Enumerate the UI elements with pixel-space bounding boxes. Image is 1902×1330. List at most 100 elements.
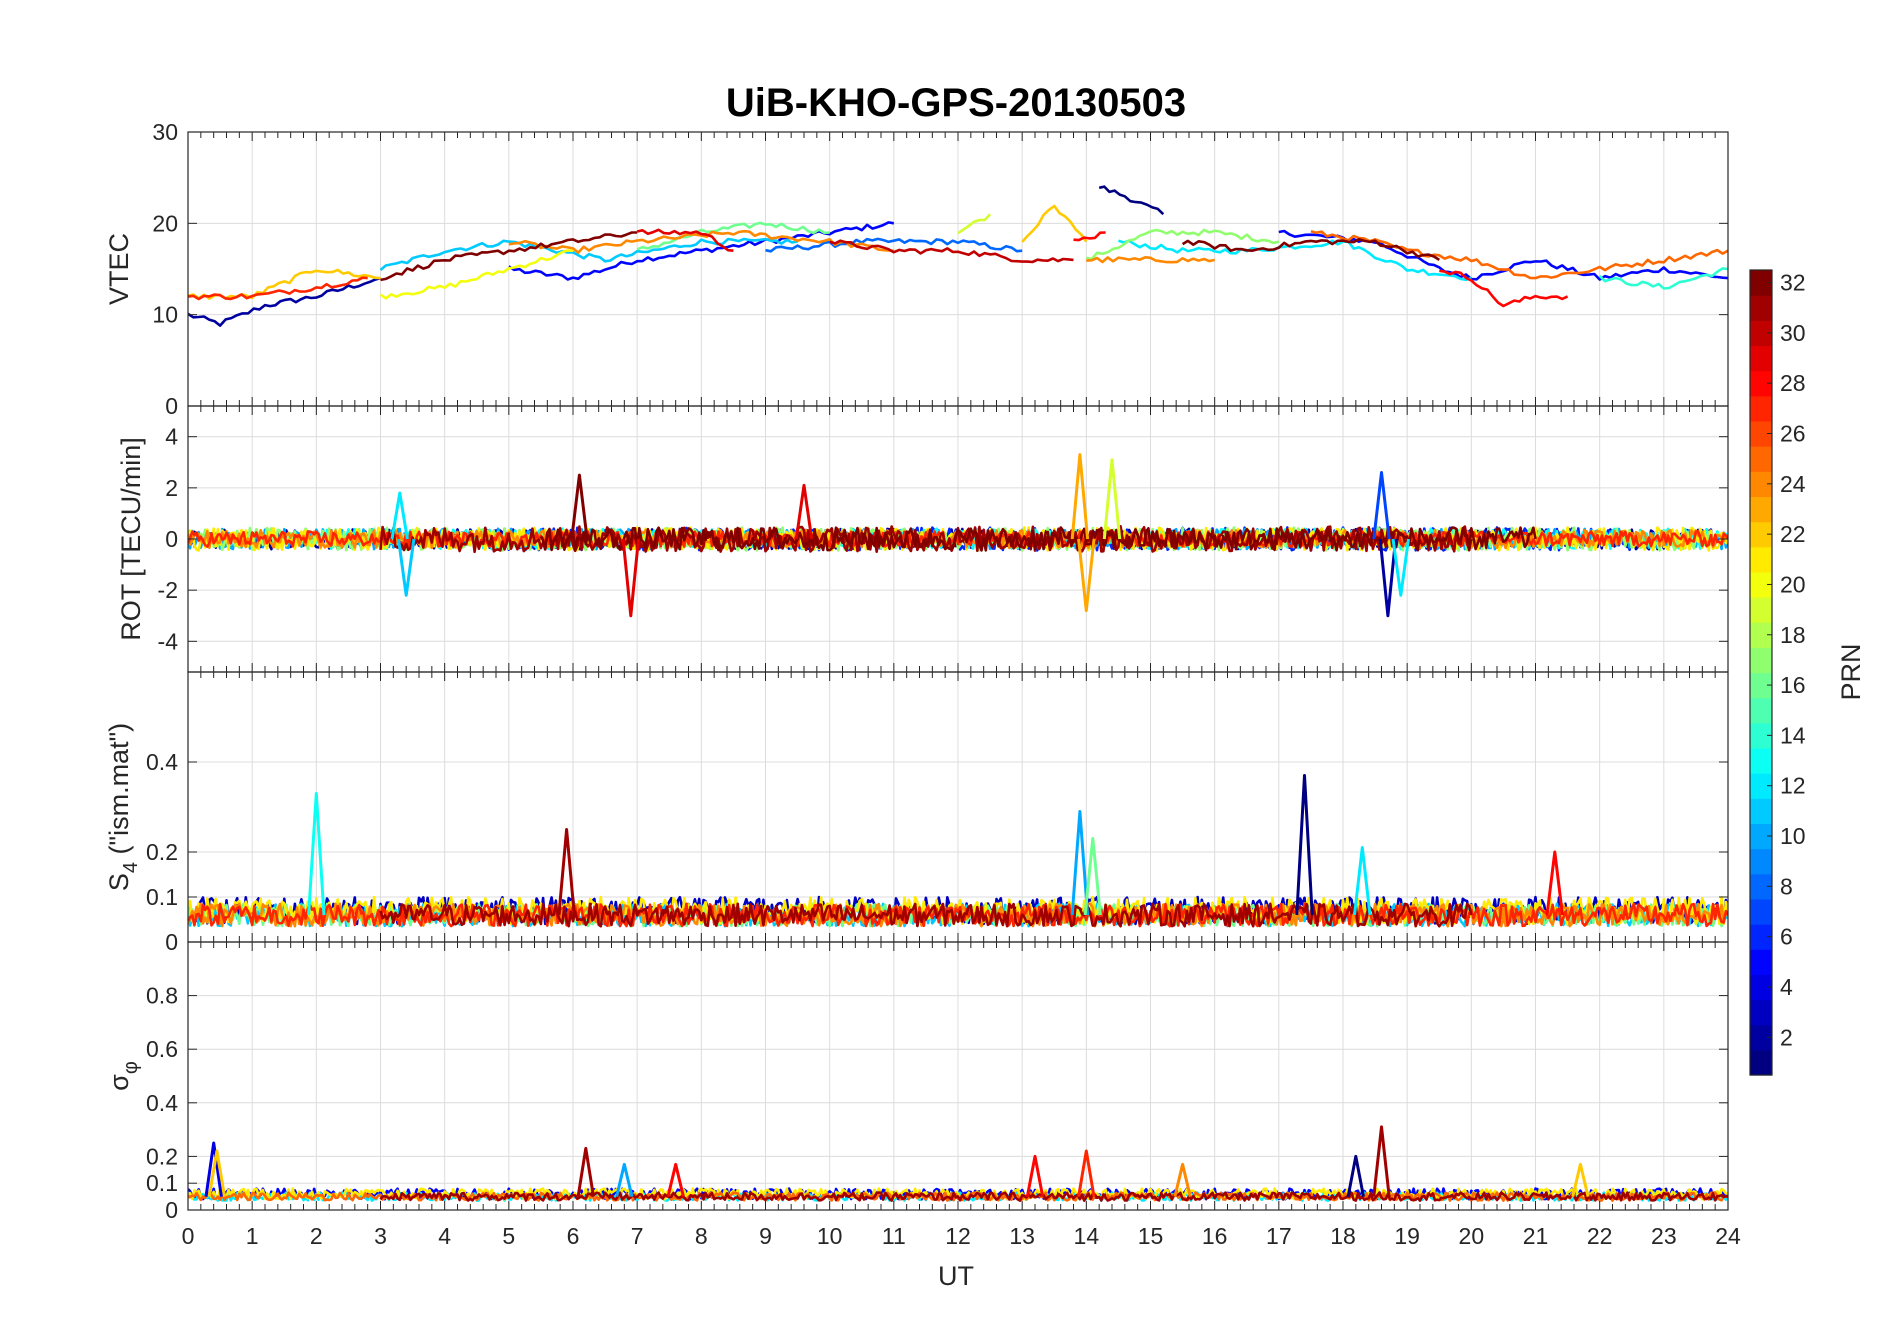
x-tick-label: 3 [374, 1223, 387, 1249]
spike-prn-28 [666, 1162, 685, 1197]
y-tick-label: 2 [165, 475, 178, 501]
colorbar-swatch [1750, 672, 1772, 699]
colorbar-swatch [1750, 773, 1772, 799]
colorbar-swatch [1750, 270, 1772, 296]
series-line-prn-19 [957, 213, 992, 235]
colorbar-tick-label: 20 [1780, 571, 1806, 597]
spike-prn-1 [1295, 774, 1314, 916]
colorbar-tick-label: 4 [1780, 974, 1793, 1000]
spike-prn-32 [570, 473, 589, 540]
x-tick-label: 19 [1394, 1223, 1420, 1249]
y-tick-label: 4 [165, 424, 178, 450]
series-line-prn-22 [1021, 204, 1088, 243]
y-axis-label-s4: S4 ("ism.mat") [104, 723, 142, 891]
x-tick-label: 15 [1138, 1223, 1164, 1249]
colorbar-tick-label: 32 [1780, 270, 1806, 296]
x-tick-label: 14 [1074, 1223, 1100, 1249]
colorbar-tick-label: 16 [1780, 672, 1806, 698]
spike-prn-12 [390, 491, 409, 540]
x-tick-label: 16 [1202, 1223, 1228, 1249]
spike-prn-23 [1077, 538, 1096, 613]
series-line-prn-8 [765, 237, 1023, 253]
series-line-prn-24 [1086, 256, 1215, 264]
spike-prn-16 [1083, 837, 1102, 916]
chart-title: UiB-KHO-GPS-20130503 [726, 81, 1186, 125]
colorbar-swatch [1750, 446, 1772, 472]
series-group [188, 774, 1728, 928]
x-tick-label: 6 [567, 1223, 580, 1249]
series-line-prn-29 [636, 228, 734, 252]
colorbar-swatch [1750, 320, 1772, 347]
series-line-prn-5 [508, 221, 895, 281]
x-tick-label: 2 [310, 1223, 323, 1249]
x-tick-label: 18 [1330, 1223, 1356, 1249]
x-tick-label: 23 [1651, 1223, 1677, 1249]
colorbar-swatch [1750, 546, 1772, 573]
colorbar-swatch [1750, 395, 1772, 422]
series-line-prn-28 [1439, 269, 1569, 308]
spike-prn-31 [557, 828, 576, 916]
series-line-prn-27 [188, 276, 368, 301]
colorbar-swatch [1750, 848, 1772, 875]
y-tick-label: 0.2 [146, 839, 178, 865]
y-tick-label: 0 [165, 393, 178, 419]
colorbar-tick-label: 8 [1780, 873, 1793, 899]
y-tick-label: 10 [152, 302, 178, 328]
series-line-prn-20 [379, 249, 574, 300]
colorbar-swatch [1750, 949, 1772, 975]
colorbar-tick-label: 26 [1780, 421, 1806, 447]
colorbar-swatch [1750, 722, 1772, 749]
series-line-prn-1 [1098, 185, 1165, 216]
spike-prn-31 [576, 1146, 595, 1197]
series-line-prn-31 [379, 1191, 1728, 1202]
series-line-prn-16 [636, 221, 830, 251]
series-line-prn-32 [1181, 238, 1440, 262]
colorbar-swatch [1750, 295, 1772, 321]
y-tick-label: -4 [158, 628, 179, 654]
y-tick-label: 0 [165, 526, 178, 552]
colorbar-swatch [1750, 370, 1772, 397]
x-axis-label: UT [938, 1261, 974, 1291]
series-line-prn-5 [1278, 229, 1728, 281]
x-tick-label: 22 [1587, 1223, 1613, 1249]
colorbar-label: PRN [1836, 643, 1866, 700]
panel-sigma_phi: 00.10.2 0.4 0.6 0.8 σφ [104, 941, 1729, 1223]
x-tick-label: 13 [1009, 1223, 1035, 1249]
spike-prn-4 [204, 1141, 223, 1197]
colorbar-swatch [1750, 471, 1772, 498]
colorbar-swatch [1750, 571, 1772, 598]
spike-prn-1 [1346, 1154, 1365, 1197]
spike-prn-11 [397, 538, 416, 597]
series-line-prn-17 [1085, 228, 1280, 261]
colorbar-tick-label: 18 [1780, 622, 1806, 648]
x-tick-label: 17 [1266, 1223, 1292, 1249]
colorbar-swatch [1750, 420, 1772, 447]
x-tick-label: 11 [882, 1223, 906, 1249]
colorbar-swatch [1750, 496, 1772, 523]
spike-prn-10 [615, 1162, 634, 1197]
colorbar-tick-label: 24 [1780, 471, 1806, 497]
spike-prn-12 [1353, 846, 1372, 916]
panel-vtec: 0 10 20 30 VTEC [104, 119, 1729, 419]
colorbar-swatch [1750, 974, 1772, 1001]
spike-prn-12 [1391, 538, 1410, 597]
colorbar-tick-label: 6 [1780, 924, 1793, 950]
colorbar-swatch [1750, 747, 1772, 774]
spike-prn-28 [1025, 1154, 1045, 1197]
colorbar-swatch [1750, 823, 1772, 850]
colorbar-swatch [1750, 873, 1772, 900]
colorbar-tick-label: 10 [1780, 823, 1806, 849]
series-line-prn-32 [380, 231, 638, 282]
spike-prn-13 [307, 792, 326, 916]
y-tick-label: 20 [152, 210, 178, 236]
y-tick-label: 0.8 [146, 983, 178, 1009]
series-line-prn-12 [1118, 239, 1472, 282]
series-line-prn-25 [1310, 229, 1728, 280]
series-line-prn-30 [829, 239, 1074, 264]
x-tick-label: 20 [1459, 1223, 1485, 1249]
x-tick-label: 7 [631, 1223, 644, 1249]
y-tick-label: 0.4 [146, 749, 178, 775]
spike-prn-10 [1070, 810, 1090, 916]
panel-rot: -4 -2 0 2 4 ROT [TECU/min] [116, 405, 1729, 673]
